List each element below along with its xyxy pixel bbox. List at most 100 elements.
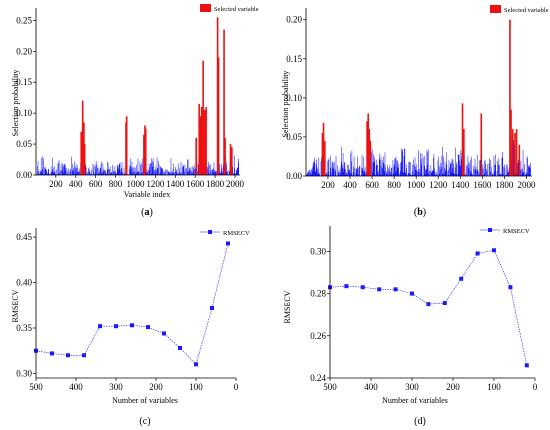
panel-b-selected-bar xyxy=(514,133,516,176)
panel-c-y-tick-label: 0.45 xyxy=(16,232,32,242)
panel-c-caption: (c) xyxy=(139,416,150,427)
panel-c-rmsecv-point xyxy=(162,331,166,336)
panel-a-selected-bar xyxy=(216,17,219,176)
panel-b-y-tick-label: 0.10 xyxy=(286,93,302,103)
panel-b-selected-bar xyxy=(463,129,465,176)
panel-a-x-tick-label: 1200 xyxy=(146,179,165,189)
panel-c-rmsecv-point xyxy=(130,323,134,328)
panel-a-letter: a xyxy=(145,207,150,218)
panel-b-selected-bar xyxy=(366,121,368,176)
panel-b-chart: 200 400 600 800 1000 1200 1400 1600 1800 2000 0.0… xyxy=(281,5,549,218)
panel-c-x-label: Number of variables xyxy=(112,396,178,405)
panel-d-rmsecv-point xyxy=(524,363,529,368)
panel-a-x-tick-label: 600 xyxy=(89,179,103,189)
panel-d-y-tick-label: 0.30 xyxy=(310,246,326,256)
panel-d-x-label: Number of variables xyxy=(382,396,448,405)
panel-c-letter: c xyxy=(143,416,148,427)
panel-b-y-tick-label: 0.15 xyxy=(286,54,302,64)
panel-a-selected-bar xyxy=(144,128,147,175)
panel-d-y-tick-label: 0.26 xyxy=(310,331,326,341)
panel-a-x-tick-label: 200 xyxy=(49,179,63,189)
panel-b-selected-bar xyxy=(480,113,483,176)
panel-d-rmsecv-point xyxy=(475,251,480,256)
panel-b-selected-bar xyxy=(518,144,521,176)
panel-b-y-tick-label: 0.05 xyxy=(286,132,302,142)
panel-b-selected-bar xyxy=(321,133,324,176)
panel-b-letter: b xyxy=(417,207,423,218)
panel-a-selected-bar xyxy=(224,137,226,175)
panel-d-rmsecv-point xyxy=(410,291,414,296)
panel-b-variable-bar-texture xyxy=(306,140,531,176)
panel-d-y-tick-label: 0.24 xyxy=(310,373,326,383)
panel-c-y-label: RMSECV xyxy=(11,289,20,322)
panel-b-variable-bars xyxy=(306,140,531,176)
panel-b-y-tick-label: 0.00 xyxy=(286,171,302,181)
panel-d-rmsecv-point xyxy=(344,284,349,289)
panel-a-selected-bar xyxy=(229,144,232,175)
panel-a-selected-bar xyxy=(198,103,200,175)
panel-c-y-tick-label: 0.30 xyxy=(16,368,32,378)
panel-d-legend-label: RMSECV xyxy=(503,228,530,235)
panel-a-legend-label: Selected variable xyxy=(214,6,259,13)
panel-a-selected-bar xyxy=(200,106,203,175)
panel-b-selected-bar xyxy=(515,129,518,176)
panel-b-selected-bar xyxy=(322,122,325,176)
panel-a-variable-bars xyxy=(36,147,239,175)
panel-d-rmsecv-point xyxy=(426,302,431,307)
panel-a-chart: 200 400 600 800 1000 1200 1400 1600 1800 2000 0.0… xyxy=(11,4,259,218)
panel-a-selected-bar xyxy=(80,131,82,175)
panel-c-rmsecv-point xyxy=(194,362,198,367)
panel-a-x-tick-label: 2000 xyxy=(226,179,245,189)
panel-c-x-tick-label: 200 xyxy=(149,382,163,392)
panel-b-selected-bars xyxy=(321,19,521,176)
panel-d-x-tick-label: 0 xyxy=(533,382,538,392)
panel-a-variable-bar-texture xyxy=(36,147,239,175)
panel-b-x-tick-label: 1000 xyxy=(407,180,426,190)
panel-a-selected-bar xyxy=(202,60,204,175)
panel-b-y-ticks: 0.00 0.05 0.10 0.15 0.20 xyxy=(286,15,306,181)
panel-a-y-tick-label: 0.10 xyxy=(16,108,32,118)
panel-d-rmsecv-line xyxy=(329,249,528,366)
panel-c-rmsecv-line xyxy=(35,243,229,365)
panel-a-selected-bar xyxy=(203,110,206,175)
panel-b-y-tick-label: 0.20 xyxy=(286,15,302,25)
panel-d-rmsecv-point xyxy=(492,248,496,253)
panel-c-legend-marker xyxy=(208,230,212,234)
panel-b-selected-bar xyxy=(367,113,370,176)
panel-c-legend-label: RMSECV xyxy=(223,230,250,237)
panel-c-x-tick-label: 100 xyxy=(189,382,203,392)
panel-a-y-tick-label: 0.20 xyxy=(16,46,32,56)
panel-c-rmsecv-point xyxy=(210,306,214,310)
panel-a-x-ticks: 200 400 600 800 1000 1200 1400 1600 1800 2000 xyxy=(49,175,245,189)
panel-c-rmsecv-point xyxy=(226,241,230,246)
panel-d-y-ticks: 0.24 0.26 0.28 0.30 xyxy=(310,246,330,383)
panel-d-rmsecv-points xyxy=(328,248,529,368)
panel-a-x-tick-label: 1000 xyxy=(126,179,145,189)
panel-c-y-ticks: 0.30 0.35 0.40 0.45 xyxy=(16,232,36,378)
panel-c-rmsecv-point xyxy=(98,324,102,329)
panel-c-chart: 500 400 300 200 100 0 0.30 0.35 0.40 0.45 Number… xyxy=(11,228,250,427)
panel-d-y-tick-label: 0.28 xyxy=(310,289,326,299)
panel-c-x-tick-label: 0 xyxy=(234,382,239,392)
panel-c-x-tick-label: 400 xyxy=(69,382,83,392)
panel-a-x-tick-label: 1400 xyxy=(166,179,185,189)
panel-d-legend-marker xyxy=(488,228,492,232)
panel-b-x-tick-label: 1200 xyxy=(429,180,448,190)
panel-a-selected-bar xyxy=(83,144,86,175)
panel-a-selected-bar xyxy=(143,134,145,175)
panel-b-caption: (b) xyxy=(414,207,426,218)
panel-d-chart: 500 400 300 200 100 0 0.24 0.26 0.28 0.30 Number… xyxy=(283,226,538,427)
panel-d-rmsecv-point xyxy=(377,287,382,292)
panel-b-x-tick-label: 400 xyxy=(343,180,357,190)
panel-a-x-tick-label: 1600 xyxy=(186,179,205,189)
panel-b-x-tick-label: 1400 xyxy=(451,180,470,190)
panel-b-y-label: Selection probability xyxy=(281,71,290,138)
panel-a-y-tick-label: 0.00 xyxy=(16,170,32,180)
panel-a-selected-bar xyxy=(205,106,207,175)
panel-c-x-tick-label: 500 xyxy=(29,382,43,392)
panel-d-rmsecv-point xyxy=(508,285,513,290)
panel-c-rmsecv-point xyxy=(50,351,54,356)
panel-b-selected-bar xyxy=(368,129,371,176)
panel-c-rmsecv-point xyxy=(66,353,70,358)
